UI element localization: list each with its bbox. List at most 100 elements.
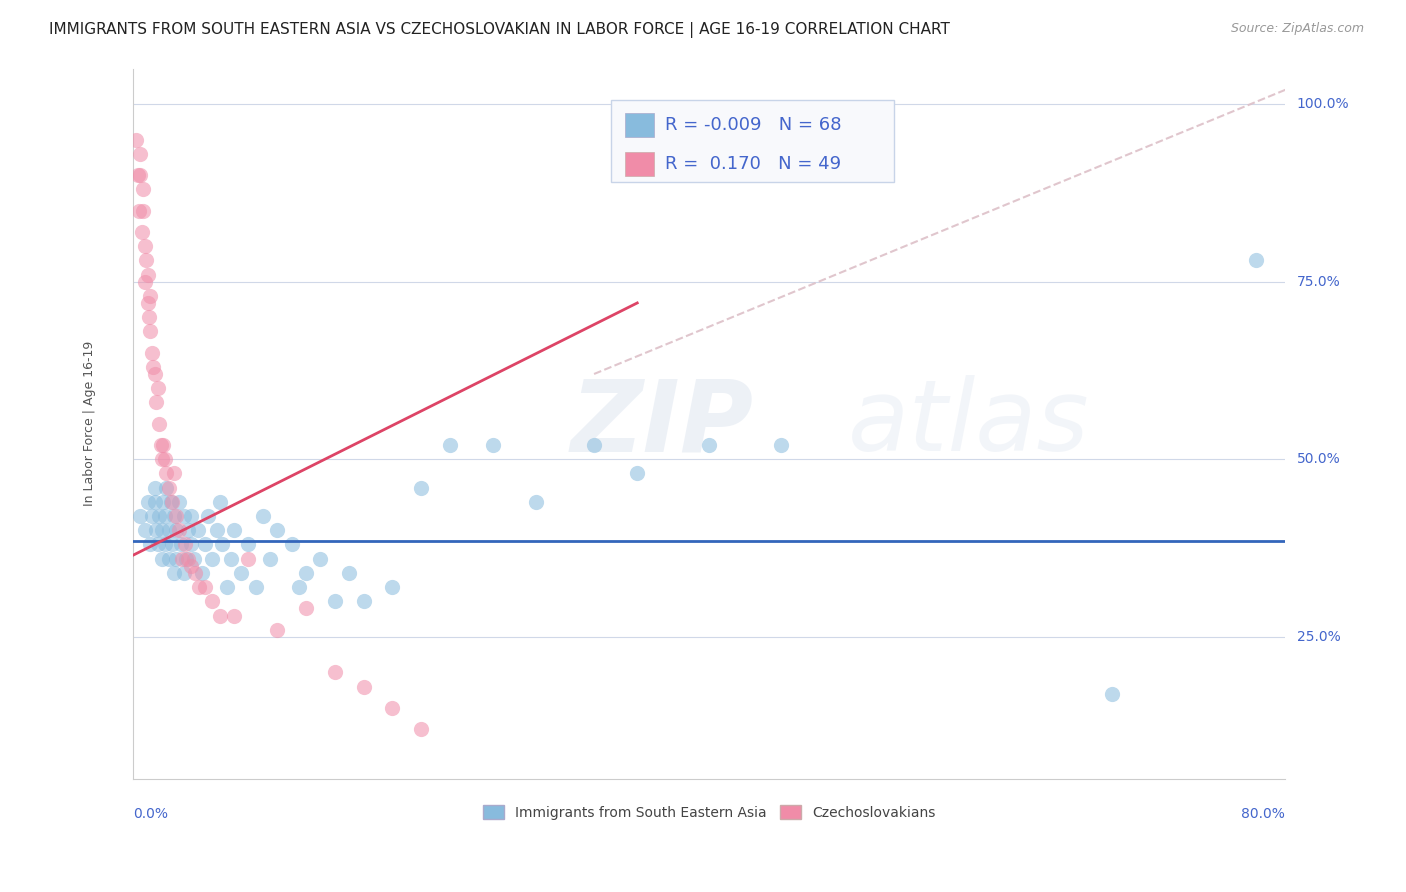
Point (231, 566, 253, 580)
Point (157, 481, 180, 495)
Point (201, 551, 224, 566)
Point (139, 289, 162, 303)
Point (177, 523, 200, 537)
Point (222, 608, 245, 623)
Point (337, 566, 360, 580)
Point (770, 438, 793, 452)
Point (162, 566, 184, 580)
Point (208, 608, 231, 623)
Point (180, 509, 202, 524)
Point (194, 580, 217, 594)
Point (150, 551, 173, 566)
Point (353, 594, 375, 608)
Point (222, 523, 245, 537)
Point (697, 438, 720, 452)
Point (169, 523, 191, 537)
Point (162, 467, 184, 481)
Point (174, 537, 197, 551)
Point (309, 551, 332, 566)
Point (197, 509, 219, 524)
Point (141, 509, 163, 524)
Point (295, 566, 318, 580)
Point (208, 495, 231, 509)
Point (411, 481, 433, 495)
Point (143, 367, 166, 381)
Point (139, 537, 162, 551)
Point (205, 523, 228, 537)
Text: In Labor Force | Age 16-19: In Labor Force | Age 16-19 (83, 341, 96, 507)
Point (153, 537, 176, 551)
Point (266, 623, 288, 637)
Point (169, 495, 191, 509)
Point (215, 580, 238, 594)
Point (381, 701, 404, 715)
Point (211, 537, 233, 551)
Point (129, 168, 152, 182)
Text: atlas: atlas (848, 376, 1090, 472)
Point (180, 558, 202, 573)
Point (180, 537, 202, 551)
Point (145, 395, 167, 409)
Point (323, 665, 346, 680)
Point (160, 537, 183, 551)
Point (266, 523, 288, 537)
Point (149, 438, 172, 452)
Point (259, 551, 281, 566)
Point (165, 523, 187, 537)
Point (134, 239, 156, 253)
Text: 100.0%: 100.0% (1296, 97, 1350, 111)
Text: 50.0%: 50.0% (1296, 452, 1340, 467)
Point (1101, 687, 1123, 701)
Point (238, 537, 260, 551)
Point (153, 509, 176, 524)
Point (583, 438, 606, 452)
Point (157, 551, 180, 566)
Point (148, 509, 170, 524)
Point (128, 203, 150, 218)
Point (245, 580, 267, 594)
Point (194, 537, 217, 551)
Point (183, 551, 205, 566)
Text: R =  0.170   N = 49: R = 0.170 N = 49 (665, 155, 842, 173)
Point (153, 452, 176, 467)
Point (353, 680, 375, 694)
Point (173, 566, 195, 580)
Point (146, 381, 169, 395)
Text: 25.0%: 25.0% (1296, 630, 1340, 644)
Text: 75.0%: 75.0% (1296, 275, 1340, 289)
Point (129, 509, 152, 524)
Point (134, 275, 156, 289)
Point (176, 551, 198, 566)
Point (125, 132, 148, 146)
Point (411, 722, 433, 736)
Point (170, 537, 193, 551)
Point (143, 495, 166, 509)
Point (288, 580, 311, 594)
Point (165, 551, 187, 566)
Point (155, 481, 177, 495)
Point (187, 523, 209, 537)
Point (1246, 253, 1268, 268)
Point (150, 452, 173, 467)
Bar (626, 112, 654, 137)
Point (219, 551, 242, 566)
Text: IMMIGRANTS FROM SOUTH EASTERN ASIA VS CZECHOSLOVAKIAN IN LABOR FORCE | AGE 16-19: IMMIGRANTS FROM SOUTH EASTERN ASIA VS CZ… (49, 22, 950, 38)
Point (136, 296, 159, 310)
Point (132, 182, 155, 196)
Point (165, 509, 187, 524)
Point (252, 509, 274, 524)
Point (129, 146, 152, 161)
Point (159, 495, 181, 509)
FancyBboxPatch shape (612, 101, 894, 182)
Point (138, 310, 160, 325)
Point (134, 523, 156, 537)
Point (141, 345, 163, 359)
Point (184, 566, 207, 580)
Point (142, 359, 165, 374)
Point (238, 551, 260, 566)
Point (439, 438, 461, 452)
Point (143, 481, 166, 495)
Text: Source: ZipAtlas.com: Source: ZipAtlas.com (1230, 22, 1364, 36)
Point (145, 523, 167, 537)
Point (146, 537, 169, 551)
